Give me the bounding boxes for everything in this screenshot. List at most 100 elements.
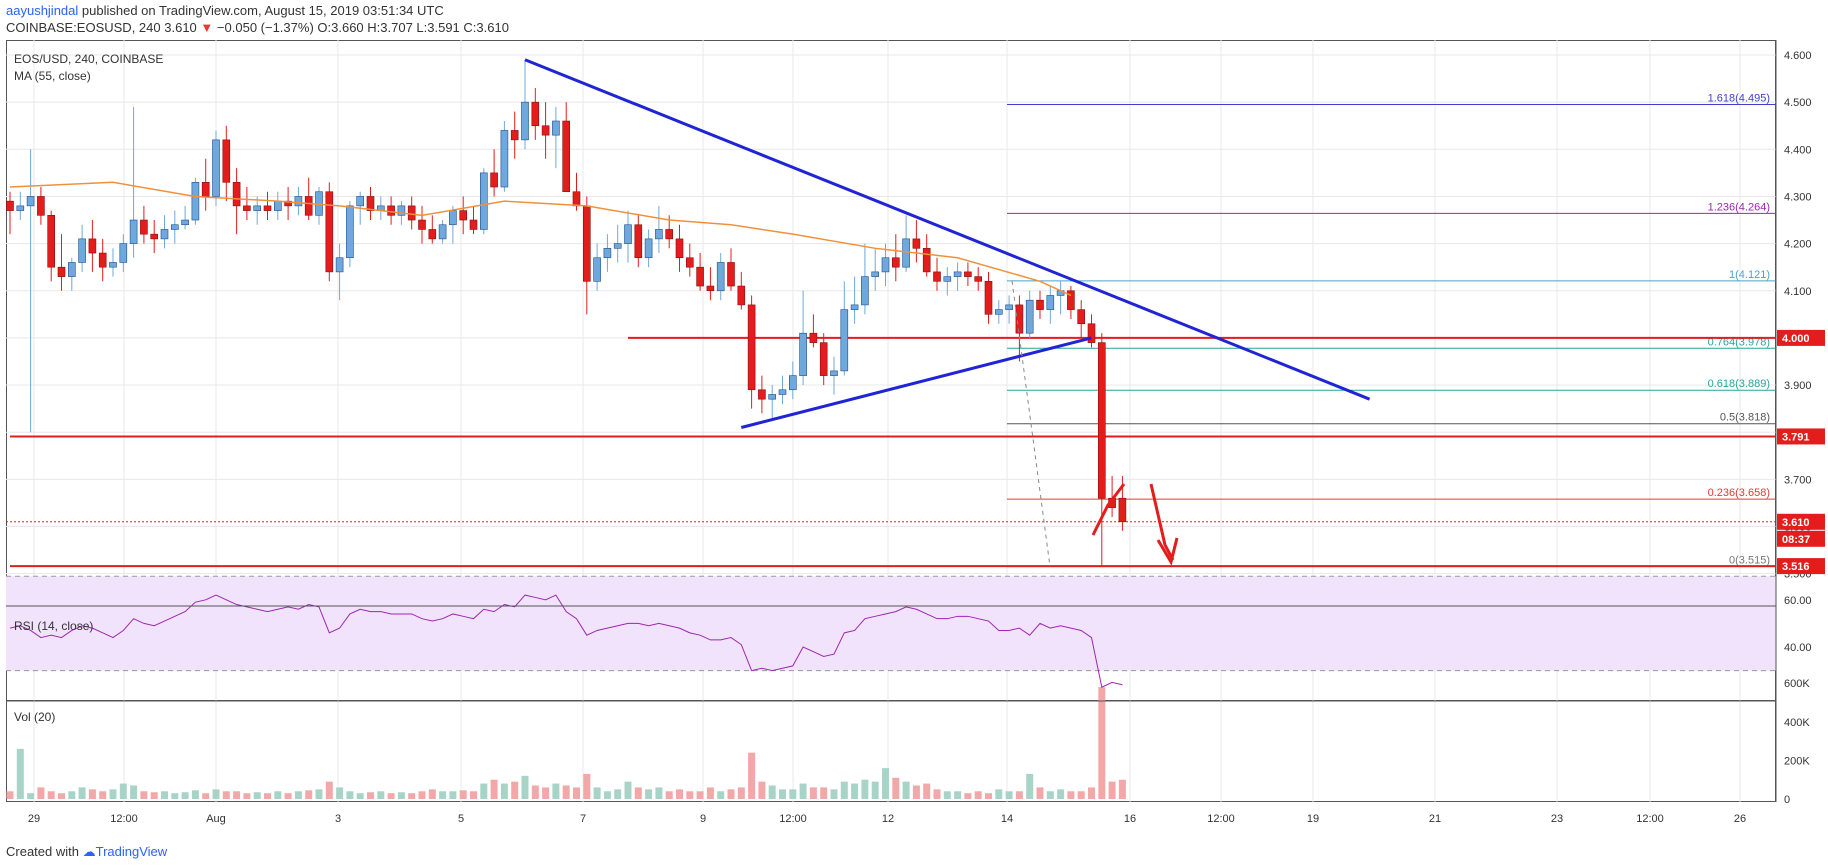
volume-tick-label: 400K — [1784, 717, 1810, 729]
volume-bar — [449, 791, 457, 799]
price-tick-label: 4.500 — [1784, 97, 1812, 109]
candle-body — [603, 248, 612, 259]
volume-bar — [737, 787, 745, 799]
trendline — [740, 336, 1092, 429]
volume-bar — [830, 789, 838, 799]
candle-body — [964, 271, 972, 277]
quote-line: COINBASE:EOSUSD, 240 3.610 ▼ −0.050 (−1.… — [6, 20, 509, 35]
volume-bar — [912, 785, 920, 799]
volume-bar — [583, 773, 591, 799]
price-tick-label: 4.300 — [1784, 191, 1812, 203]
tradingview-link[interactable]: TradingView — [95, 844, 168, 859]
candle-body — [243, 205, 251, 211]
time-tick-label: 9 — [700, 813, 706, 825]
candle-body — [984, 281, 993, 315]
volume-bar — [356, 793, 364, 799]
volume-bar — [1015, 791, 1023, 799]
main-panel-title: EOS/USD, 240, COINBASE — [14, 52, 164, 66]
created-with-label: Created with — [6, 844, 79, 859]
volume-bar — [377, 791, 385, 799]
volume-bar — [706, 787, 714, 799]
candle-body — [98, 252, 107, 268]
volume-bar — [284, 793, 292, 799]
volume-bar — [614, 789, 622, 799]
volume-bar — [624, 781, 632, 799]
candle-body — [449, 210, 457, 226]
volume-bar — [552, 783, 560, 799]
volume-bar — [603, 791, 611, 799]
candle-body — [479, 172, 488, 230]
author-link[interactable]: aayushjindal — [6, 3, 79, 18]
candle-body — [716, 262, 725, 292]
publish-line: aayushjindal published on TradingView.co… — [6, 3, 444, 18]
fib-level-label: 0.236(3.658) — [1708, 487, 1770, 499]
candle-body — [1118, 497, 1127, 523]
candle-body — [171, 224, 179, 230]
candle-body — [160, 229, 169, 240]
volume-bar — [1057, 789, 1065, 799]
fib-level-label: 0.764(3.978) — [1708, 336, 1770, 348]
volume-bar — [16, 748, 24, 799]
candle-body — [1087, 323, 1096, 343]
candle-body — [706, 285, 715, 292]
volume-bar — [212, 789, 220, 799]
candle-body — [1025, 299, 1034, 334]
candle-body — [253, 205, 261, 211]
level-price-tag: 3.791 — [1782, 431, 1810, 443]
candle-body — [799, 332, 807, 376]
candle-body — [531, 101, 540, 127]
volume-bar — [861, 779, 869, 799]
time-tick-label: 12:00 — [1207, 813, 1235, 825]
candle-body — [6, 200, 14, 211]
candle-body — [737, 285, 746, 306]
volume-bar — [717, 791, 725, 799]
volume-bar — [974, 791, 982, 799]
volume-bar — [799, 783, 807, 799]
fib-connector-line — [1011, 280, 1051, 567]
candle-body — [788, 375, 797, 391]
fib-level-label: 1(4.121) — [1729, 269, 1770, 281]
candle-body — [778, 389, 787, 395]
time-tick-label: 3 — [335, 813, 341, 825]
candle-body — [747, 304, 756, 391]
volume-bar — [954, 791, 962, 799]
time-tick-label: 12:00 — [1636, 813, 1664, 825]
candle-body — [397, 205, 406, 216]
footer: Created with ☁TradingView — [6, 844, 167, 860]
candle-body — [727, 262, 735, 287]
candle-body — [922, 248, 931, 273]
volume-bar — [871, 781, 879, 799]
candle-body — [88, 238, 97, 254]
volume-bar — [964, 793, 972, 799]
volume-tick-label: 600K — [1784, 678, 1810, 690]
volume-bar — [655, 787, 663, 799]
candle-body — [685, 257, 694, 268]
projection-down-arrow — [1149, 483, 1175, 561]
candle-body — [768, 394, 777, 400]
countdown-tag-bg — [1777, 530, 1825, 547]
volume-bar — [521, 775, 529, 799]
candle-body — [943, 276, 952, 282]
volume-bar — [78, 787, 86, 799]
candle-body — [16, 205, 25, 211]
rsi-panel-title: RSI (14, close) — [14, 619, 94, 633]
candle-body — [387, 205, 395, 216]
price-tick-label: 4.600 — [1784, 50, 1812, 62]
published-text: published on TradingView.com, August 15,… — [78, 3, 444, 18]
candle-body — [819, 342, 828, 376]
candle-body — [212, 139, 220, 197]
level-price-tag-bg — [1777, 428, 1825, 445]
volume-bar — [1098, 687, 1106, 799]
candle-body — [871, 271, 880, 277]
candle-body — [304, 196, 313, 216]
volume-bar — [573, 787, 580, 799]
candle-body — [1077, 309, 1085, 325]
volume-bar — [428, 789, 436, 799]
candle-body — [850, 304, 859, 310]
volume-bar — [6, 791, 14, 799]
volume-bar — [500, 783, 508, 799]
candle-body — [78, 238, 86, 263]
candle-body — [469, 219, 478, 230]
volume-bar — [1118, 779, 1126, 799]
